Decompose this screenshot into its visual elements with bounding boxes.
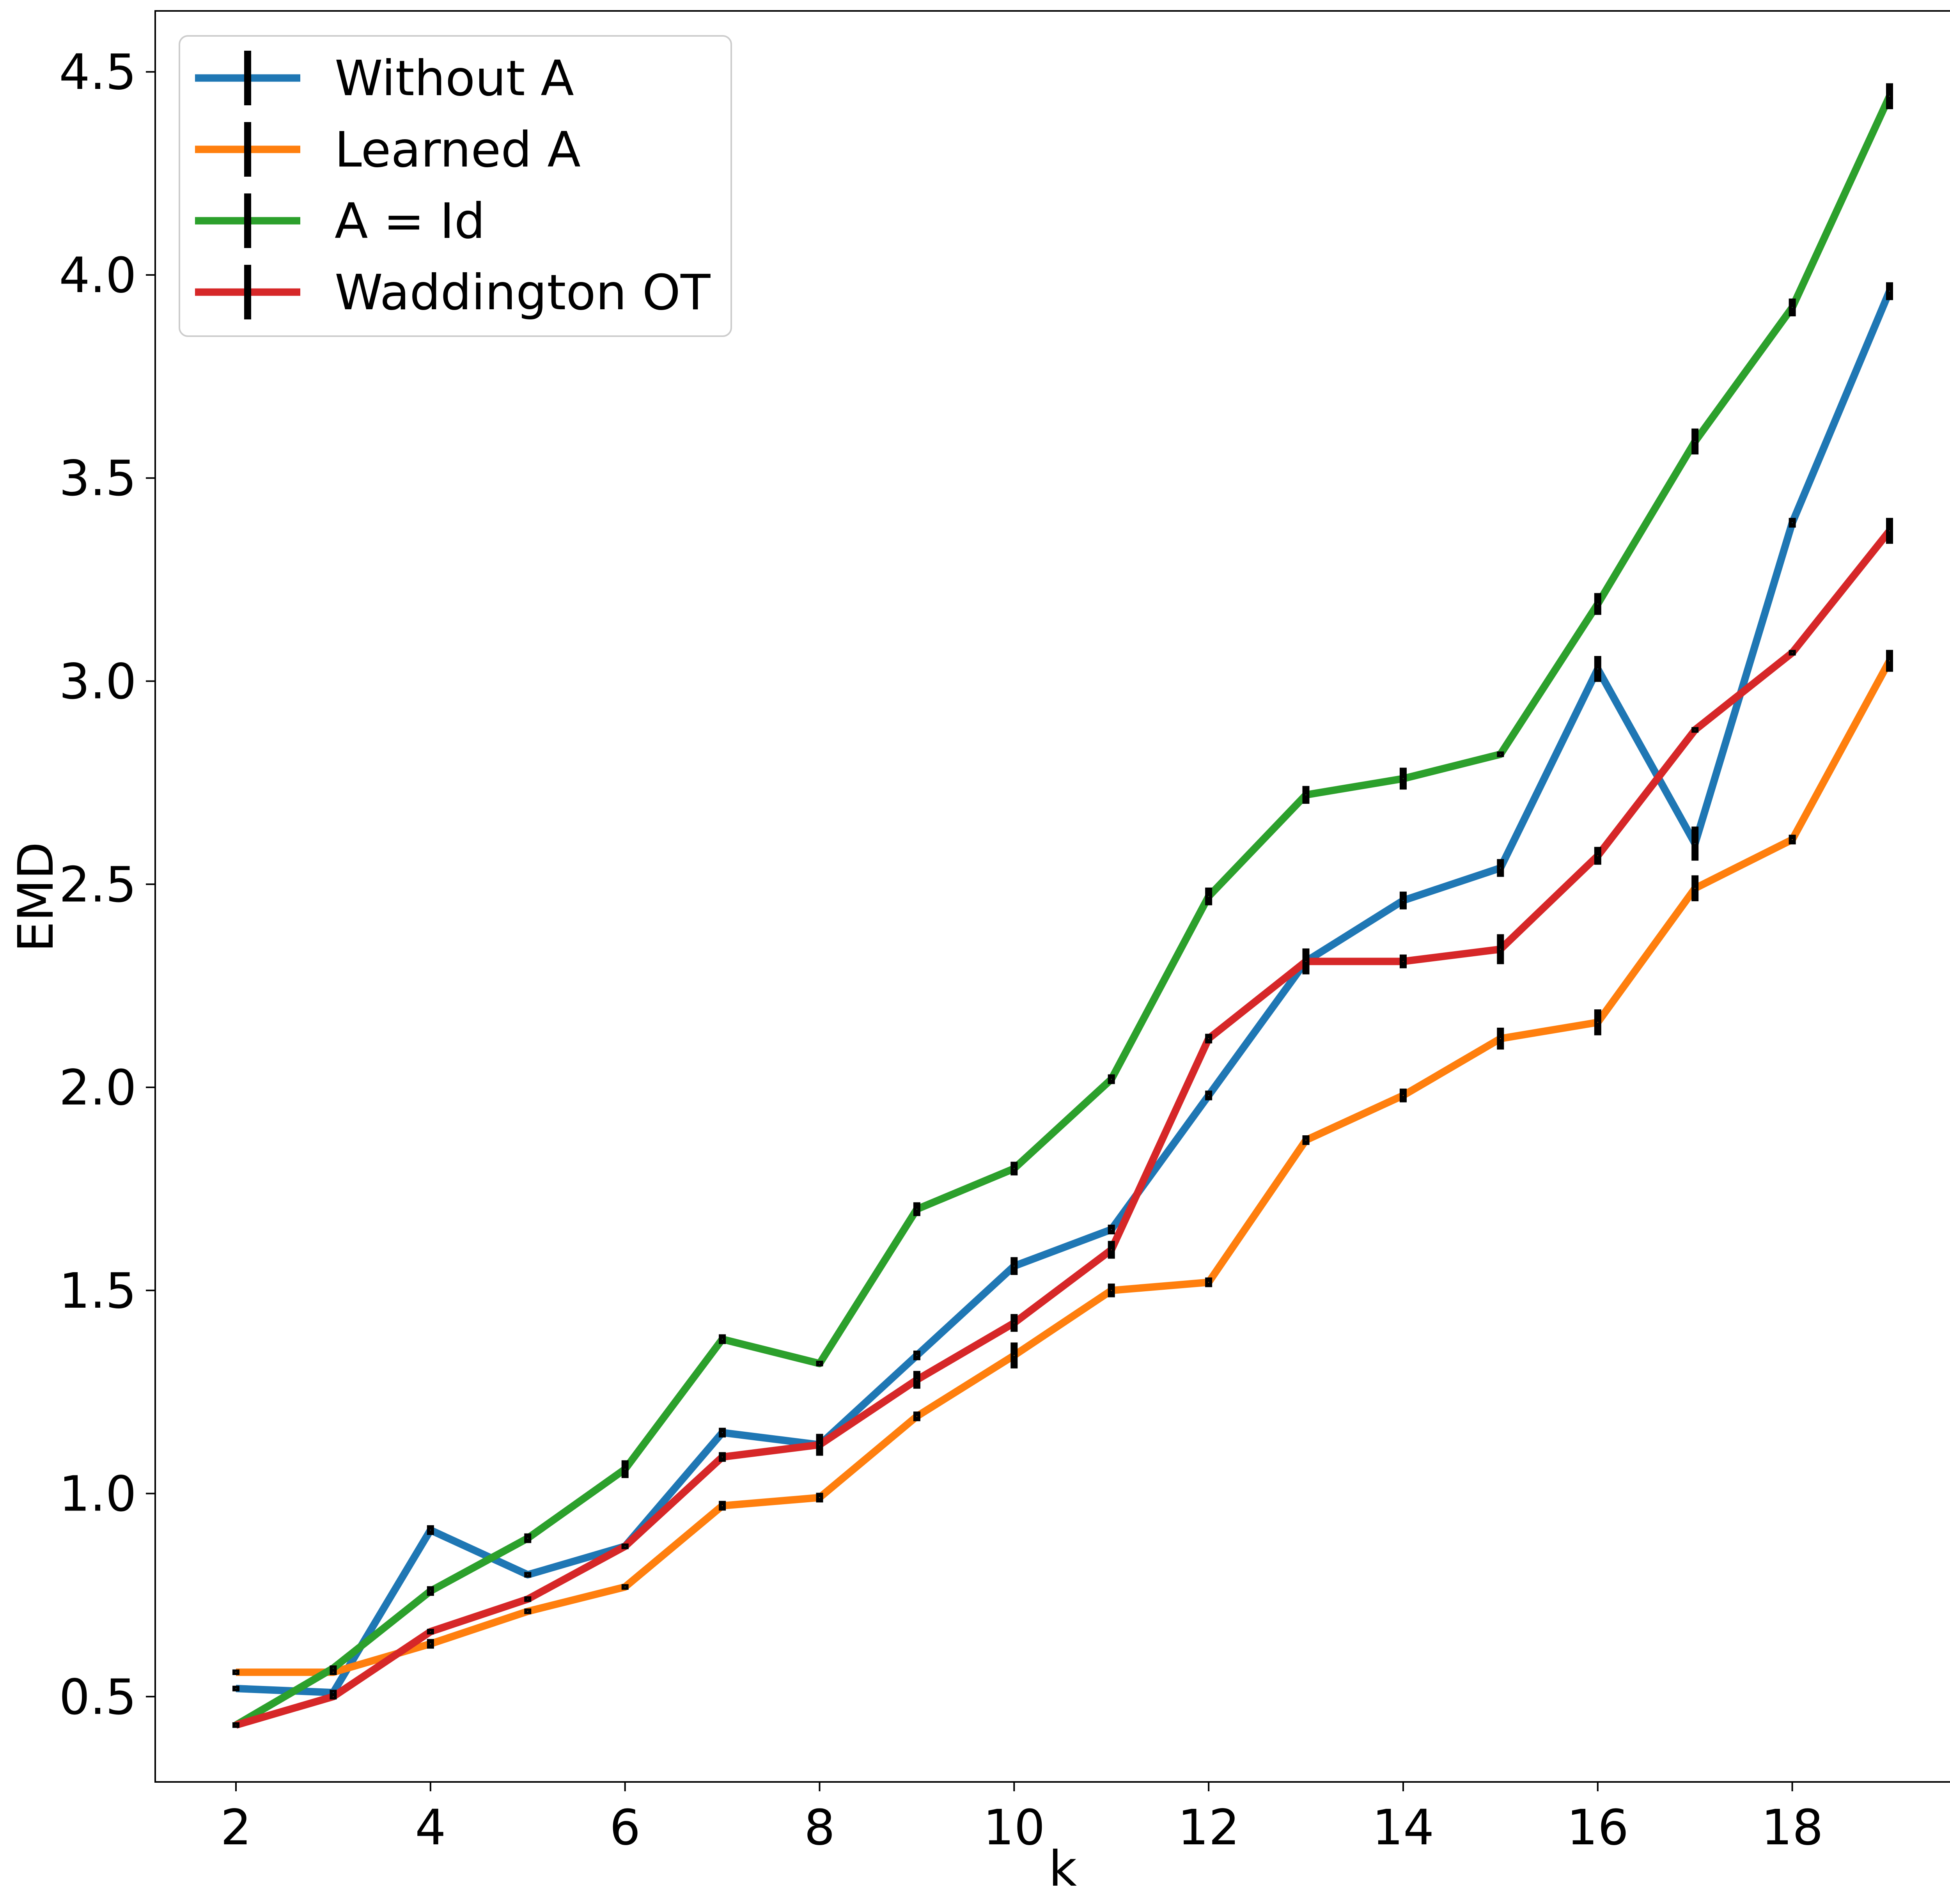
- y-axis-label: EMD: [8, 842, 64, 952]
- data-point-learned-a-k14: [1402, 1095, 1404, 1096]
- data-point-a-id-k4: [430, 1590, 431, 1592]
- data-point-a-id-k5: [527, 1538, 528, 1539]
- plot-frame: [154, 10, 1950, 1783]
- data-point-a-id-k8: [819, 1363, 820, 1364]
- y-tick-label-1.5: 1.5: [59, 1263, 136, 1319]
- data-point-waddington-ot-k19: [1889, 530, 1890, 532]
- y-tick-label-2: 2.0: [59, 1060, 136, 1116]
- data-point-learned-a-k11: [1111, 1290, 1112, 1291]
- series-layer: [234, 94, 1893, 1729]
- data-point-waddington-ot-k18: [1792, 652, 1793, 653]
- y-tick-label-3: 3.0: [59, 653, 136, 710]
- data-point-learned-a-k19: [1889, 660, 1890, 661]
- data-point-learned-a-k16: [1597, 1022, 1598, 1023]
- data-point-learned-a-k15: [1500, 1038, 1501, 1039]
- data-point-without-a-k19: [1889, 291, 1890, 292]
- data-point-waddington-ot-k15: [1500, 948, 1501, 950]
- x-axis-label: k: [1049, 1841, 1077, 1897]
- data-point-without-a-k9: [916, 1355, 917, 1356]
- data-point-without-a-k14: [1402, 900, 1404, 901]
- legend: Without A Learned A A = Id Waddington OT: [179, 35, 732, 337]
- y-tick-label-4.5: 4.5: [59, 44, 136, 101]
- legend-frame: [179, 35, 732, 337]
- data-point-a-id-k16: [1597, 603, 1598, 605]
- x-tick-label-4: 4: [415, 1799, 446, 1856]
- legend-label-without-a: Without A: [335, 50, 574, 107]
- data-point-waddington-ot-k16: [1597, 855, 1598, 856]
- x-tick-label-16: 16: [1567, 1799, 1629, 1856]
- data-point-waddington-ot-k4: [430, 1631, 431, 1632]
- data-point-learned-a-k7: [722, 1505, 723, 1506]
- y-tick-label-0.5: 0.5: [59, 1669, 136, 1725]
- data-point-a-id-k12: [1208, 896, 1209, 897]
- y-tick-label-3.5: 3.5: [59, 450, 136, 507]
- data-point-learned-a-k8: [819, 1497, 820, 1498]
- data-point-without-a-k5: [527, 1574, 528, 1575]
- x-tick-label-12: 12: [1178, 1799, 1240, 1856]
- data-point-without-a-k15: [1500, 867, 1501, 869]
- data-point-a-id-k19: [1889, 96, 1890, 97]
- data-point-waddington-ot-k14: [1402, 961, 1404, 962]
- data-point-learned-a-k18: [1792, 839, 1793, 840]
- series-line-without-a: [236, 289, 1893, 1697]
- x-axis: 2 4 6 8 10 12 14 16 18: [220, 1782, 1823, 1856]
- data-point-waddington-ot-k6: [624, 1546, 626, 1547]
- data-point-waddington-ot-k12: [1208, 1038, 1209, 1039]
- data-point-learned-a-k9: [916, 1416, 917, 1417]
- series-line-a-id: [234, 94, 1893, 1728]
- x-tick-label-14: 14: [1372, 1799, 1434, 1856]
- data-point-learned-a-k5: [527, 1611, 528, 1612]
- data-point-without-a-k7: [722, 1432, 723, 1433]
- y-tick-label-1: 1.0: [59, 1466, 136, 1523]
- y-tick-label-2.5: 2.5: [59, 856, 136, 913]
- x-tick-label-18: 18: [1761, 1799, 1823, 1856]
- legend-label-waddington-ot: Waddington OT: [335, 264, 711, 321]
- x-tick-label-6: 6: [610, 1799, 641, 1856]
- data-point-without-a-k12: [1208, 1095, 1209, 1096]
- data-point-a-id-k18: [1792, 307, 1793, 308]
- x-tick-label-10: 10: [983, 1799, 1045, 1856]
- x-tick-label-8: 8: [804, 1799, 835, 1856]
- data-point-a-id-k15: [1500, 754, 1501, 755]
- series-line-learned-a: [236, 659, 1893, 1676]
- data-point-without-a-k16: [1597, 668, 1598, 670]
- data-point-a-id-k11: [1111, 1079, 1112, 1080]
- data-point-a-id-k14: [1402, 778, 1404, 779]
- error-bar-layer: [232, 83, 1893, 1728]
- data-point-learned-a-k4: [430, 1643, 431, 1644]
- data-point-without-a-k18: [1792, 522, 1793, 523]
- data-point-without-a-k11: [1111, 1229, 1112, 1230]
- x-tick-label-2: 2: [220, 1799, 252, 1856]
- data-point-waddington-ot-k9: [916, 1379, 917, 1380]
- y-tick-label-4: 4.0: [59, 247, 136, 304]
- legend-label-a-id: A = Id: [335, 193, 485, 250]
- data-point-a-id-k6: [624, 1469, 626, 1470]
- data-point-a-id-k9: [916, 1209, 917, 1210]
- y-axis: 0.5 1.0 1.5 2.0 2.5 3.0 3.5 4.0 4.5: [59, 44, 155, 1725]
- data-point-learned-a-k12: [1208, 1282, 1209, 1283]
- series-line-waddington-ot: [235, 528, 1893, 1729]
- data-point-a-id-k7: [722, 1338, 723, 1340]
- legend-label-learned-a: Learned A: [335, 122, 581, 178]
- legend-entries: Without A Learned A A = Id Waddington OT: [195, 50, 711, 321]
